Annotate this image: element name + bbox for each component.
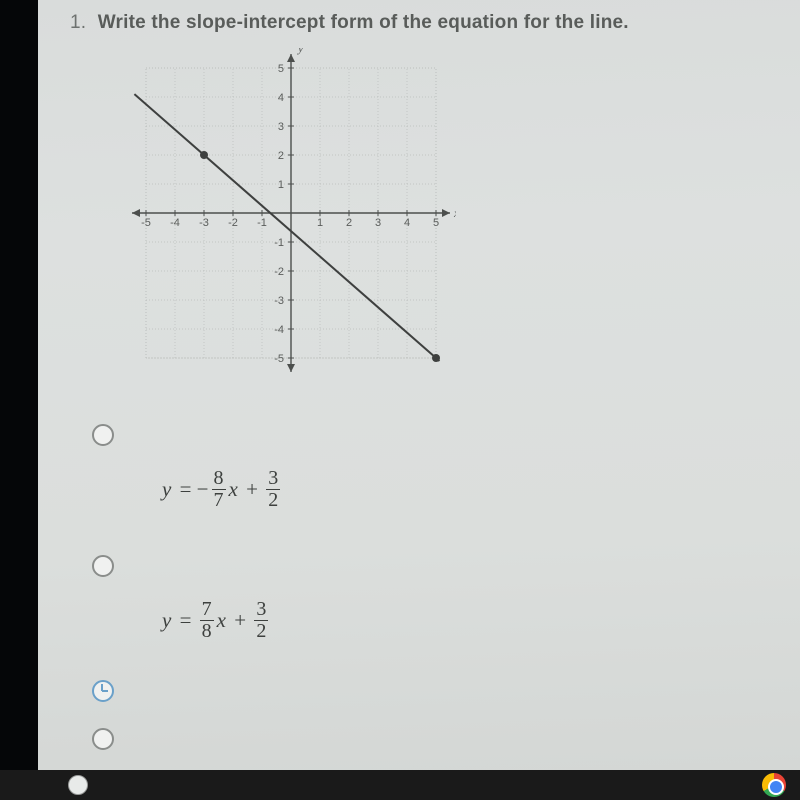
svg-text:-1: -1: [274, 237, 284, 249]
clock-icon[interactable]: [92, 680, 114, 702]
question-text: Write the slope-intercept form of the eq…: [98, 12, 629, 33]
fraction: 3 2: [266, 468, 280, 511]
radio-icon[interactable]: [92, 728, 114, 750]
numerator: 7: [200, 599, 214, 620]
svg-text:1: 1: [317, 217, 323, 229]
device-frame-left: [0, 0, 38, 800]
option-b-equation: y = 7 8 x + 3 2: [162, 599, 280, 642]
fraction: 3 2: [254, 599, 268, 642]
eqn-text: y: [162, 477, 171, 502]
svg-text:3: 3: [278, 121, 284, 133]
svg-text:-5: -5: [274, 353, 284, 365]
option-d[interactable]: [92, 724, 280, 750]
svg-text:y: y: [297, 48, 304, 55]
svg-text:5: 5: [278, 63, 284, 75]
svg-text:4: 4: [278, 92, 284, 104]
chrome-icon[interactable]: [762, 773, 786, 797]
option-a[interactable]: [92, 420, 280, 446]
eqn-text: = −: [174, 477, 208, 502]
eqn-text: y: [162, 608, 171, 633]
coordinate-graph: -5 -4 -3 -2 -1 1 2 3 4 5 -5 -4 -3 -2 -1 1 2 3 4 5 x y: [126, 48, 456, 378]
svg-text:5: 5: [433, 217, 439, 229]
denominator: 8: [200, 620, 214, 642]
eqn-text: x: [229, 477, 238, 502]
numerator: 3: [254, 599, 268, 620]
eqn-text: =: [174, 608, 196, 633]
question-prompt: 1. Write the slope-intercept form of the…: [70, 12, 629, 34]
denominator: 2: [254, 620, 268, 642]
radio-icon[interactable]: [92, 555, 114, 577]
eqn-text: x: [217, 608, 226, 633]
svg-text:-5: -5: [141, 217, 151, 229]
svg-text:-2: -2: [274, 266, 284, 278]
numerator: 8: [212, 468, 226, 489]
system-button[interactable]: [68, 775, 88, 795]
denominator: 7: [212, 489, 226, 511]
graph-svg: -5 -4 -3 -2 -1 1 2 3 4 5 -5 -4 -3 -2 -1 1 2 3 4 5 x y: [126, 48, 456, 378]
page-content: 1. Write the slope-intercept form of the…: [38, 0, 800, 770]
denominator: 2: [266, 489, 280, 511]
svg-text:x: x: [453, 206, 456, 220]
eqn-text: +: [241, 477, 263, 502]
svg-text:2: 2: [278, 150, 284, 162]
fraction: 7 8: [200, 599, 214, 642]
radio-icon[interactable]: [92, 424, 114, 446]
svg-text:-4: -4: [170, 217, 180, 229]
svg-text:1: 1: [278, 179, 284, 191]
option-a-equation: y = − 8 7 x + 3 2: [162, 468, 280, 511]
numerator: 3: [266, 468, 280, 489]
option-c[interactable]: [92, 676, 280, 702]
svg-text:-1: -1: [257, 217, 267, 229]
svg-text:-3: -3: [199, 217, 209, 229]
svg-text:-4: -4: [274, 324, 284, 336]
fraction: 8 7: [212, 468, 226, 511]
svg-text:2: 2: [346, 217, 352, 229]
svg-text:4: 4: [404, 217, 410, 229]
eqn-text: +: [229, 608, 251, 633]
answer-options: y = − 8 7 x + 3 2 y = 7 8 x +: [92, 420, 280, 782]
svg-text:-2: -2: [228, 217, 238, 229]
svg-text:-3: -3: [274, 295, 284, 307]
option-b[interactable]: [92, 551, 280, 577]
svg-text:3: 3: [375, 217, 381, 229]
taskbar: [0, 770, 800, 800]
question-number: 1.: [70, 12, 86, 33]
